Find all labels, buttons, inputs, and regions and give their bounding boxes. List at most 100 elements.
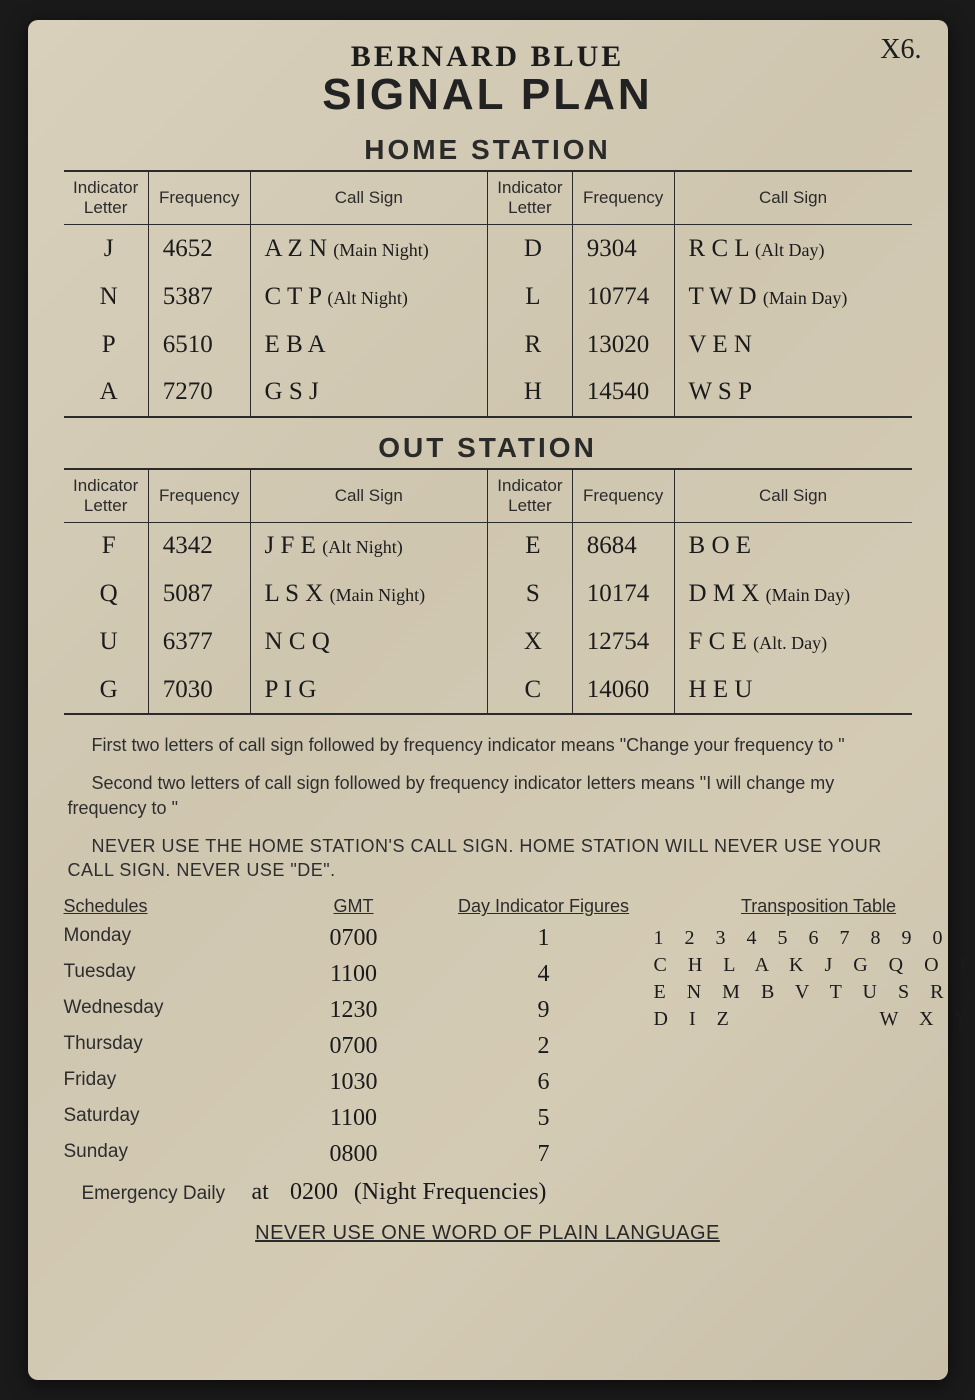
schedule-dif: 5 — [538, 1105, 550, 1132]
schedule-gmt: 0800 — [330, 1141, 378, 1168]
call-sign: C T P (Alt Night) — [250, 273, 487, 321]
schedule-gmt: 1030 — [330, 1069, 378, 1096]
call-sign: F C E (Alt. Day) — [674, 618, 911, 666]
emergency-at: at — [252, 1179, 269, 1205]
table-row: P6510E B AR13020V E N — [64, 321, 912, 369]
call-sign: V E N — [674, 321, 911, 369]
schedule-dif: 4 — [538, 961, 550, 988]
schedule-gmt: 0700 — [330, 1033, 378, 1060]
top-mark: X6. — [880, 34, 921, 66]
emergency-note: (Night Frequencies) — [354, 1179, 547, 1205]
call-sign: W S P — [674, 369, 911, 417]
th: Frequency — [572, 171, 674, 225]
transposition-table: 1 2 3 4 5 6 7 8 9 0 C H L A K J G Q O F … — [654, 925, 975, 1033]
emergency-label: Emergency Daily — [82, 1183, 226, 1204]
frequency: 5087 — [148, 570, 250, 618]
schedule-dif: 1 — [538, 925, 550, 952]
th: Indicator Letter — [64, 171, 149, 225]
indicator-letter: A — [64, 369, 149, 417]
indicator-letter: Q — [64, 570, 149, 618]
call-sign: L S X (Main Night) — [250, 570, 487, 618]
emergency-line: Emergency Daily at 0200 (Night Frequenci… — [82, 1179, 912, 1206]
indicator-letter: H — [487, 369, 572, 417]
table-row: F4342J F E (Alt Night)E8684B O E — [64, 522, 912, 570]
signal-plan-card: X6. BERNARD BLUE SIGNAL PLAN HOME STATIO… — [28, 20, 948, 1380]
frequency: 7030 — [148, 666, 250, 714]
call-sign: A Z N (Main Night) — [250, 225, 487, 273]
indicator-letter: E — [487, 522, 572, 570]
th: Indicator Letter — [64, 469, 149, 523]
emergency-time: 0200 — [290, 1179, 338, 1205]
instructions-block: First two letters of call sign followed … — [68, 733, 908, 882]
call-sign: B O E — [674, 522, 911, 570]
main-title: SIGNAL PLAN — [64, 70, 912, 120]
indicator-letter: R — [487, 321, 572, 369]
th: Frequency — [572, 469, 674, 523]
indicator-letter: J — [64, 225, 149, 273]
indicator-letter: X — [487, 618, 572, 666]
frequency: 5387 — [148, 273, 250, 321]
th: Call Sign — [250, 171, 487, 225]
frequency: 8684 — [572, 522, 674, 570]
frequency: 6510 — [148, 321, 250, 369]
call-sign: N C Q — [250, 618, 487, 666]
schedule-day: Friday — [64, 1069, 117, 1091]
table-row: N5387C T P (Alt Night)L10774T W D (Main … — [64, 273, 912, 321]
frequency: 10174 — [572, 570, 674, 618]
schedule-dif: 7 — [538, 1141, 550, 1168]
dif-head: Day Indicator Figures — [444, 896, 644, 917]
trans-line: 1 2 3 4 5 6 7 8 9 0 — [654, 927, 951, 949]
schedule-day: Tuesday — [64, 961, 136, 983]
frequency: 14060 — [572, 666, 674, 714]
table-row: U6377N C QX12754F C E (Alt. Day) — [64, 618, 912, 666]
frequency: 9304 — [572, 225, 674, 273]
indicator-letter: P — [64, 321, 149, 369]
schedule-dif: 6 — [538, 1069, 550, 1096]
gmt-head: GMT — [274, 896, 434, 917]
call-sign: D M X (Main Day) — [674, 570, 911, 618]
home-station-table: Indicator Letter Frequency Call Sign Ind… — [64, 170, 912, 418]
th: Call Sign — [250, 469, 487, 523]
frequency: 10774 — [572, 273, 674, 321]
schedules-head: Schedules — [64, 896, 264, 917]
indicator-letter: C — [487, 666, 572, 714]
call-sign: G S J — [250, 369, 487, 417]
indicator-letter: N — [64, 273, 149, 321]
schedule-gmt: 0700 — [330, 925, 378, 952]
trans-head: Transposition Table — [654, 896, 975, 917]
handwritten-title: BERNARD BLUE — [64, 40, 912, 74]
schedule-day: Thursday — [64, 1033, 143, 1055]
schedule-dif: 9 — [538, 997, 550, 1024]
trans-line: C H L A K J G Q O F — [654, 954, 975, 976]
indicator-letter: U — [64, 618, 149, 666]
th: Indicator Letter — [487, 469, 572, 523]
indicator-letter: G — [64, 666, 149, 714]
instruction-p3: NEVER USE THE HOME STATION'S CALL SIGN. … — [68, 834, 908, 883]
schedule-day: Monday — [64, 925, 132, 947]
call-sign: J F E (Alt Night) — [250, 522, 487, 570]
indicator-letter: L — [487, 273, 572, 321]
call-sign: R C L (Alt Day) — [674, 225, 911, 273]
table-row: J4652A Z N (Main Night)D9304R C L (Alt D… — [64, 225, 912, 273]
lower-block: Schedules MondayTuesdayWednesdayThursday… — [64, 896, 912, 1177]
th: Call Sign — [674, 469, 911, 523]
frequency: 12754 — [572, 618, 674, 666]
indicator-letter: S — [487, 570, 572, 618]
frequency: 6377 — [148, 618, 250, 666]
table-row: Q5087L S X (Main Night)S10174D M X (Main… — [64, 570, 912, 618]
schedule-dif: 2 — [538, 1033, 550, 1060]
th: Frequency — [148, 171, 250, 225]
trans-line: D I Z W X Y — [654, 1008, 975, 1030]
schedule-gmt: 1230 — [330, 997, 378, 1024]
call-sign: E B A — [250, 321, 487, 369]
out-station-title: OUT STATION — [64, 432, 912, 464]
indicator-letter: F — [64, 522, 149, 570]
table-row: A7270G S JH14540W S P — [64, 369, 912, 417]
trans-line: E N M B V T U S R P — [654, 981, 975, 1003]
frequency: 13020 — [572, 321, 674, 369]
schedule-gmt: 1100 — [330, 961, 377, 988]
instruction-p2: Second two letters of call sign followed… — [68, 771, 908, 820]
home-station-title: HOME STATION — [64, 134, 912, 166]
th: Indicator Letter — [487, 171, 572, 225]
frequency: 7270 — [148, 369, 250, 417]
